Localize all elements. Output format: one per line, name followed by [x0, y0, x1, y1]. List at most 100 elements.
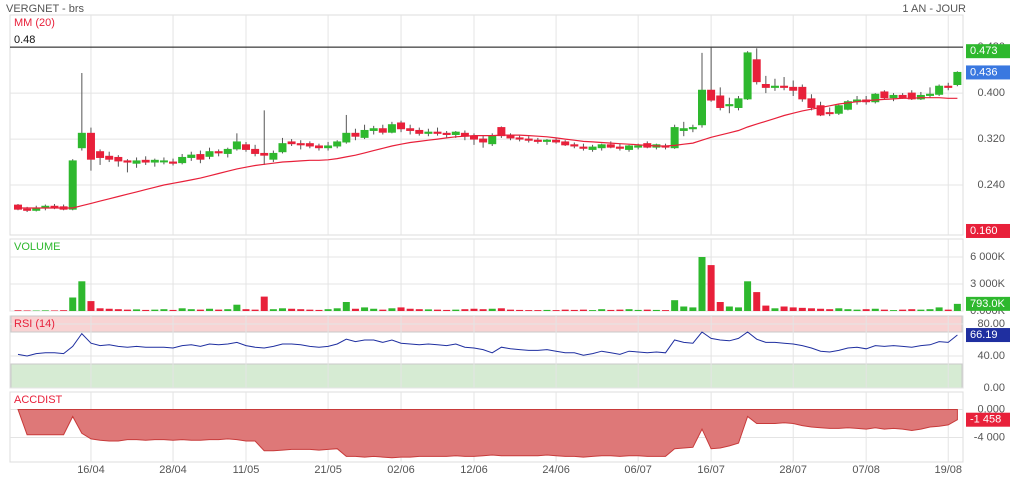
- volume-bar: [798, 307, 806, 311]
- y-tick-label: 0.240: [977, 179, 1005, 191]
- volume-bar: [50, 310, 58, 311]
- volume-bar: [817, 308, 825, 311]
- candle-body: [378, 128, 387, 133]
- volume-bar: [60, 310, 68, 311]
- candle-body: [825, 112, 834, 115]
- volume-bar: [41, 310, 49, 311]
- panel-title: ACCDIST: [14, 394, 63, 406]
- candle-body: [542, 139, 551, 142]
- volume-bar: [753, 292, 761, 311]
- volume-bar: [251, 309, 259, 311]
- volume-bar: [716, 302, 724, 311]
- volume-bar: [862, 309, 870, 311]
- candle-body: [579, 146, 588, 149]
- candle-body: [798, 86, 807, 100]
- candle-body: [898, 94, 907, 99]
- y-tick-label: -4 000: [974, 431, 1005, 443]
- candle-body: [296, 143, 305, 146]
- volume-bar: [160, 309, 168, 311]
- volume-bar: [452, 309, 460, 311]
- volume-bar: [589, 310, 597, 311]
- volume-bar: [14, 310, 22, 311]
- volume-bar: [443, 309, 451, 311]
- candle-body: [178, 156, 187, 164]
- volume-bar: [370, 308, 378, 311]
- rsi-band: [10, 363, 963, 389]
- candle-body: [479, 138, 488, 143]
- candle-body: [688, 127, 697, 130]
- volume-bar: [96, 308, 104, 311]
- volume-bar: [333, 308, 341, 311]
- volume-bar: [671, 300, 679, 311]
- volume-bar: [105, 308, 113, 311]
- reference-label: 0.48: [14, 34, 35, 46]
- volume-bar: [762, 305, 770, 311]
- x-tick-label: 28/04: [159, 464, 187, 476]
- value-box: [966, 296, 1010, 311]
- candle-body: [926, 93, 934, 96]
- candle-body: [734, 98, 743, 108]
- period: 1 AN - JOUR: [902, 3, 966, 15]
- volume-bar: [899, 309, 907, 311]
- value-box-label: -1 458: [970, 414, 1001, 426]
- candle-body: [606, 144, 615, 148]
- y-tick-label: 0.320: [977, 133, 1005, 145]
- volume-bar: [196, 309, 204, 311]
- candle-body: [707, 89, 716, 101]
- candle-body: [424, 131, 433, 134]
- volume-bar: [634, 309, 642, 311]
- value-box: [966, 328, 1010, 343]
- candle-body: [77, 132, 86, 149]
- candle-body: [278, 143, 287, 153]
- volume-bar: [598, 309, 606, 311]
- volume-bar: [123, 309, 131, 311]
- volume-bar: [233, 304, 241, 311]
- y-tick-label: 0.00: [984, 382, 1005, 394]
- candle-body: [260, 152, 269, 156]
- volume-bar: [616, 309, 624, 311]
- x-tick-label: 11/05: [233, 464, 260, 476]
- candle-body: [305, 143, 314, 147]
- panel-title: RSI (14): [14, 318, 55, 330]
- volume-bar: [278, 308, 286, 311]
- candle-body: [615, 146, 624, 149]
- candle-body: [725, 104, 734, 107]
- x-tick-label: 06/07: [624, 464, 652, 476]
- candle-body: [342, 132, 351, 143]
- x-tick-label: 24/06: [542, 464, 570, 476]
- candle-body: [351, 132, 360, 137]
- volume-bar: [351, 308, 359, 311]
- candle-body: [588, 146, 597, 150]
- volume-bar: [652, 309, 660, 311]
- volume-bar: [306, 309, 314, 311]
- x-tick-label: 07/08: [852, 464, 880, 476]
- volume-bar: [78, 281, 86, 311]
- candle-body: [223, 148, 232, 154]
- volume-bar: [625, 309, 633, 311]
- candle-body: [50, 205, 59, 208]
- candle-body: [451, 131, 460, 135]
- candle-body: [561, 141, 570, 146]
- volume-bar: [780, 306, 788, 311]
- candle-body: [442, 132, 451, 135]
- volume-bar: [725, 306, 733, 311]
- candle-body: [287, 141, 296, 145]
- ma-legend: MM (20): [14, 17, 55, 29]
- candle-body: [670, 127, 679, 149]
- volume-bar: [844, 309, 852, 311]
- candle-body: [397, 122, 406, 130]
- y-tick-label: 0.400: [977, 87, 1005, 99]
- candle-body: [834, 105, 843, 114]
- volume-bar: [607, 309, 615, 311]
- volume-bar: [880, 309, 888, 311]
- volume-bar: [324, 309, 332, 311]
- candle-body: [843, 101, 852, 110]
- x-tick-label: 19/08: [934, 464, 962, 476]
- volume-bar: [297, 309, 305, 311]
- candle-body: [369, 128, 378, 131]
- candle-body: [488, 135, 497, 145]
- y-tick-label: 6 000K: [970, 251, 1006, 263]
- candle-body: [716, 95, 725, 108]
- candle-body: [497, 127, 506, 137]
- volume-bar: [187, 309, 195, 311]
